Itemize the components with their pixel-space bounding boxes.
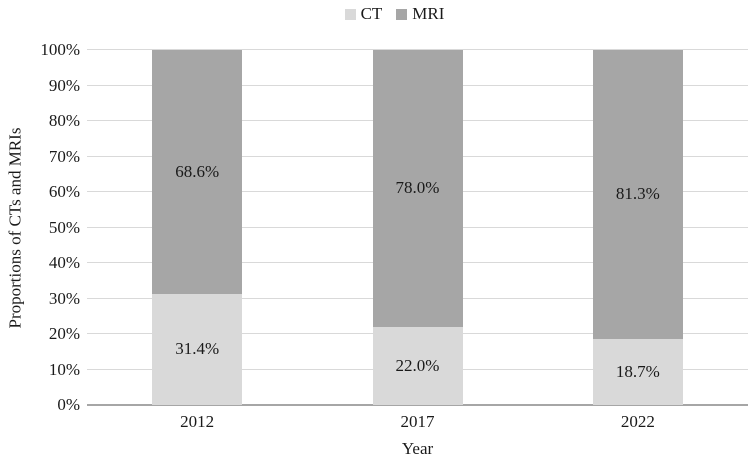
- segment-ct-2017: 22.0%: [372, 326, 463, 405]
- bar-2012: 31.4% 68.6%: [152, 50, 243, 405]
- data-label-mri-2022: 81.3%: [615, 184, 660, 204]
- x-tick-label-2017: 2017: [400, 412, 435, 431]
- chart-legend: CT MRI: [0, 4, 755, 24]
- legend-swatch-mri-icon: [396, 8, 408, 20]
- y-tick-label: 0%: [57, 395, 80, 414]
- data-label-ct-2017: 22.0%: [395, 355, 440, 375]
- segment-mri-2022: 81.3%: [592, 50, 683, 339]
- segment-ct-2012: 31.4%: [152, 293, 243, 405]
- y-tick-label: 70%: [48, 146, 80, 166]
- bar-2017: 22.0% 78.0%: [372, 50, 463, 405]
- bar-2022: 18.7% 81.3%: [592, 50, 683, 405]
- segment-mri-2017: 78.0%: [372, 50, 463, 327]
- y-tick-label: 20%: [48, 324, 80, 343]
- data-label-mri-2017: 78.0%: [395, 178, 440, 198]
- legend-swatch-ct-icon: [344, 8, 356, 20]
- legend-label: MRI: [412, 4, 445, 23]
- y-tick-label: 60%: [48, 182, 80, 201]
- y-tick-label: 80%: [48, 111, 80, 130]
- x-axis-title: Year: [401, 439, 434, 458]
- plot-area: 31.4% 68.6% 22.0% 78.0% 18.7% 81.3%: [87, 49, 748, 406]
- y-tick-label: 10%: [48, 359, 80, 379]
- y-tick-label: 50%: [48, 217, 80, 237]
- x-tick-label-2022: 2022: [620, 412, 655, 431]
- legend-item-ct: CT: [344, 4, 383, 24]
- segment-mri-2012: 68.6%: [152, 50, 243, 294]
- y-tick-label: 30%: [48, 288, 80, 308]
- data-label-mri-2012: 68.6%: [175, 161, 220, 181]
- legend-label: CT: [360, 4, 383, 23]
- data-label-ct-2022: 18.7%: [615, 361, 660, 381]
- y-axis-tick-labels: 0% 10% 20% 30% 40% 50% 60% 70% 80% 90% 100%: [0, 40, 80, 414]
- x-axis-line: [87, 404, 748, 406]
- y-tick-label: 40%: [48, 253, 80, 272]
- data-label-ct-2012: 31.4%: [175, 339, 220, 359]
- y-tick-label: 100%: [40, 40, 80, 59]
- gridline-100: [87, 49, 748, 50]
- legend-item-mri: MRI: [396, 4, 444, 24]
- x-tick-label-2012: 2012: [180, 412, 215, 431]
- x-axis-tick-labels: 2012 2017 2022: [87, 412, 748, 434]
- segment-ct-2022: 18.7%: [592, 338, 683, 405]
- y-tick-label: 90%: [48, 75, 80, 95]
